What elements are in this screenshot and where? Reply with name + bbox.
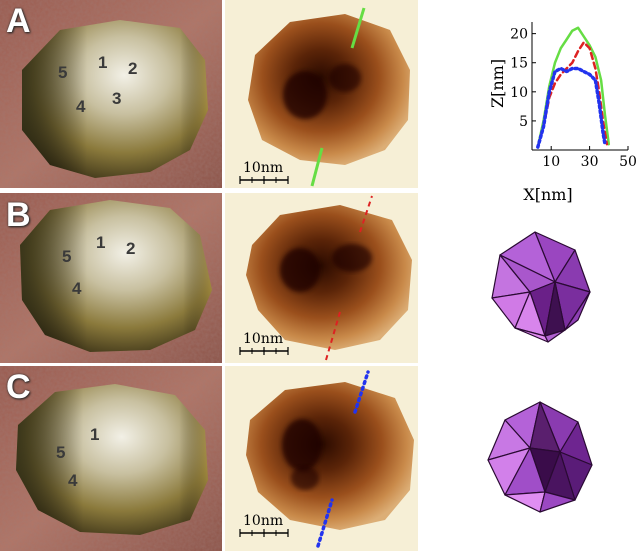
svg-text:10nm: 10nm bbox=[243, 160, 283, 176]
site-label: 1 bbox=[98, 53, 107, 72]
site-label: 5 bbox=[58, 63, 67, 82]
y-tick-label: 10 bbox=[510, 85, 528, 101]
afm-2d-image-a: 10nm bbox=[225, 0, 418, 188]
site-label: 1 bbox=[96, 233, 105, 252]
profile-line-c-bottom bbox=[316, 498, 334, 548]
svg-text:10nm: 10nm bbox=[243, 331, 283, 347]
y-tick-label: 20 bbox=[510, 27, 528, 43]
scalebar-a: 10nm bbox=[239, 160, 289, 184]
panel-a: 5 1 2 4 3 10nm Z[nm] bbox=[0, 0, 637, 204]
scalebar-c: 10nm bbox=[239, 513, 289, 537]
icosahedron-model-b bbox=[491, 231, 591, 343]
site-label: 1 bbox=[90, 425, 99, 444]
profile-series-dotted bbox=[536, 66, 607, 149]
x-tick-label: 10 bbox=[542, 154, 560, 170]
site-label: 2 bbox=[126, 239, 135, 258]
x-tick-label: 50 bbox=[619, 154, 637, 170]
scalebar-b: 10nm bbox=[239, 331, 289, 355]
profile-line-a-top bbox=[350, 7, 366, 49]
panel-c: 5 1 4 10nm bbox=[0, 366, 593, 551]
x-tick-label: 30 bbox=[581, 154, 599, 170]
afm-3d-image-c: 5 1 4 bbox=[0, 366, 222, 551]
profile-series-dashed bbox=[536, 41, 609, 149]
panel-label-c: C bbox=[6, 368, 31, 406]
y-tick-label: 15 bbox=[510, 56, 528, 72]
afm-3d-image-b: 5 1 2 4 bbox=[0, 193, 222, 363]
site-label: 4 bbox=[68, 471, 78, 490]
x-axis-label: X[nm] bbox=[523, 185, 572, 204]
y-axis-label: Z[nm] bbox=[488, 59, 507, 108]
site-label: 4 bbox=[76, 97, 86, 116]
site-label: 3 bbox=[112, 89, 121, 108]
site-label: 4 bbox=[72, 279, 82, 298]
profile-line-a-bottom bbox=[310, 147, 324, 187]
afm-2d-image-b: 10nm bbox=[225, 193, 418, 363]
site-label: 2 bbox=[128, 59, 137, 78]
y-tick-label: 5 bbox=[519, 114, 528, 130]
afm-2d-image-c: 10nm bbox=[225, 366, 418, 551]
profile-line-b-top bbox=[359, 195, 373, 233]
profile-line-c-top bbox=[353, 370, 370, 414]
site-label: 5 bbox=[62, 247, 71, 266]
panel-label-a: A bbox=[6, 2, 31, 40]
panel-label-b: B bbox=[6, 196, 31, 234]
height-profile-chart: Z[nm] X[nm] 5 10 15 20 10 30 50 bbox=[488, 22, 637, 204]
site-label: 5 bbox=[56, 443, 65, 462]
afm-3d-image-a: 5 1 2 4 3 bbox=[0, 0, 222, 188]
icosahedron-model-c bbox=[487, 401, 593, 513]
svg-text:10nm: 10nm bbox=[243, 513, 283, 529]
panel-b: 5 1 2 4 10nm bbox=[0, 193, 591, 363]
